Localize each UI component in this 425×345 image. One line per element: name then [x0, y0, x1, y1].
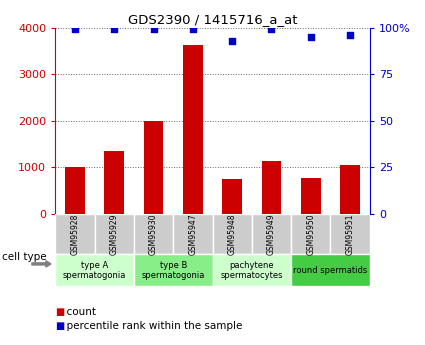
- Bar: [134, 255, 212, 286]
- Bar: [55, 255, 134, 286]
- Bar: [301, 178, 320, 214]
- Bar: [65, 167, 85, 214]
- Bar: [340, 165, 360, 214]
- Bar: [262, 161, 281, 214]
- Bar: [222, 179, 242, 214]
- Bar: [144, 121, 163, 214]
- Text: GSM95947: GSM95947: [188, 213, 197, 255]
- Bar: [105, 151, 124, 214]
- Point: [111, 27, 118, 32]
- Bar: [291, 214, 331, 255]
- Point: [347, 32, 354, 38]
- Text: type B
spermatogonia: type B spermatogonia: [142, 261, 205, 280]
- Text: GSM95950: GSM95950: [306, 213, 315, 255]
- Point: [190, 27, 196, 32]
- Point: [71, 27, 78, 32]
- Text: pachytene
spermatocytes: pachytene spermatocytes: [221, 261, 283, 280]
- Text: round spermatids: round spermatids: [293, 266, 368, 275]
- Text: ■: ■: [55, 307, 65, 317]
- Bar: [94, 214, 134, 255]
- Bar: [212, 214, 252, 255]
- Bar: [134, 214, 173, 255]
- Bar: [252, 214, 291, 255]
- Text: GSM95951: GSM95951: [346, 214, 354, 255]
- Point: [268, 27, 275, 32]
- Bar: [183, 45, 203, 214]
- Bar: [291, 255, 370, 286]
- Text: ■: ■: [55, 321, 65, 331]
- Text: GSM95928: GSM95928: [71, 214, 79, 255]
- Text: percentile rank within the sample: percentile rank within the sample: [60, 321, 242, 331]
- Point: [229, 38, 235, 43]
- Point: [307, 34, 314, 40]
- Point: [150, 27, 157, 32]
- Text: type A
spermatogonia: type A spermatogonia: [63, 261, 126, 280]
- Text: GSM95930: GSM95930: [149, 213, 158, 255]
- Bar: [331, 214, 370, 255]
- Bar: [55, 214, 94, 255]
- Text: count: count: [60, 307, 96, 317]
- Bar: [212, 255, 291, 286]
- Title: GDS2390 / 1415716_a_at: GDS2390 / 1415716_a_at: [128, 13, 297, 27]
- Bar: [173, 214, 212, 255]
- Text: GSM95929: GSM95929: [110, 214, 119, 255]
- Text: GSM95949: GSM95949: [267, 213, 276, 255]
- Text: GSM95948: GSM95948: [228, 214, 237, 255]
- Text: cell type: cell type: [2, 252, 47, 262]
